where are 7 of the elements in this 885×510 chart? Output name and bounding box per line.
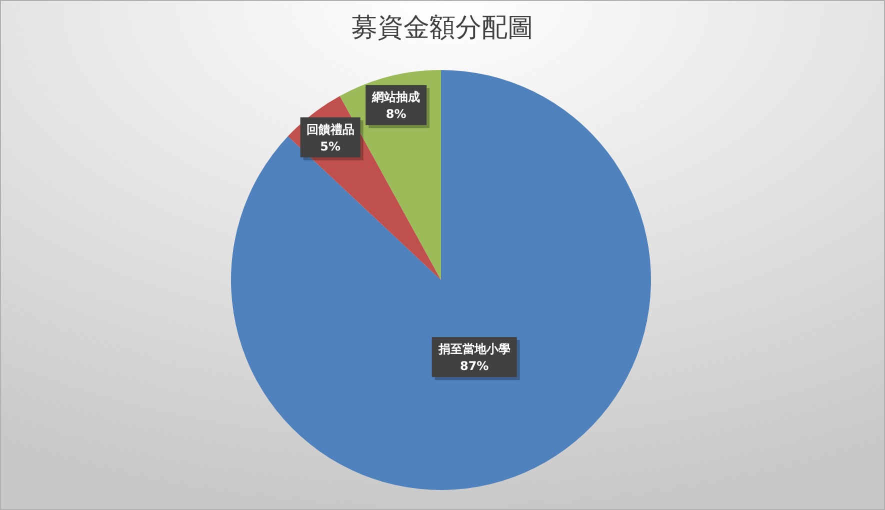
slice-label: 回饋禮品 (306, 122, 354, 136)
data-label: 8% (386, 107, 406, 122)
data-label: 87% (460, 359, 489, 374)
slice-label: 捐至當地小學 (437, 342, 510, 356)
data-label: 5% (320, 139, 340, 154)
slice-label: 網站抽成 (371, 90, 420, 104)
title: 募資金額分配圖 (352, 13, 534, 42)
